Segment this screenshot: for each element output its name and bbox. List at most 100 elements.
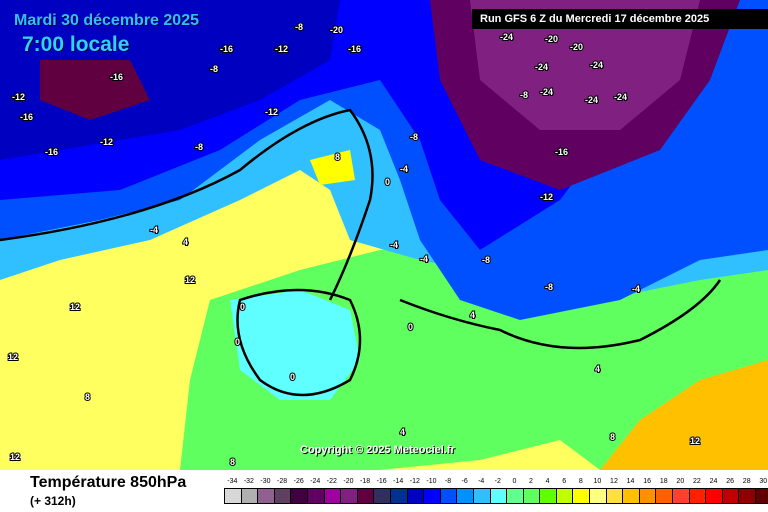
isotherm-label: 0 <box>290 372 295 382</box>
legend-label: 10 <box>593 478 602 485</box>
legend-swatch <box>356 488 374 504</box>
legend-swatch <box>224 488 241 504</box>
legend-entry: -16 <box>373 476 390 504</box>
legend-entry: -14 <box>389 476 407 504</box>
forecast-hour: (+ 312h) <box>30 494 76 508</box>
legend-label: 20 <box>676 478 685 485</box>
legend-label: -24 <box>310 478 321 485</box>
legend-label: -28 <box>277 478 288 485</box>
isotherm-label: -8 <box>545 282 553 292</box>
isotherm-label: 8 <box>610 432 615 442</box>
legend-swatch <box>688 488 706 504</box>
legend-entry: 20 <box>672 476 689 504</box>
isotherm-label: -24 <box>535 62 548 72</box>
isotherm-label: -24 <box>585 95 598 105</box>
legend-entry: 2 <box>522 476 540 504</box>
isotherm-label: -8 <box>482 255 490 265</box>
legend-label: -16 <box>376 478 387 485</box>
legend-swatch <box>439 488 457 504</box>
legend-label: 4 <box>545 478 550 485</box>
legend-entry: 26 <box>721 476 739 504</box>
isotherm-label: 12 <box>10 452 20 462</box>
legend-label: 22 <box>693 478 701 485</box>
isotherm-label: -16 <box>110 72 123 82</box>
legend-swatch <box>240 488 258 504</box>
legend-label: -12 <box>409 478 420 485</box>
isotherm-label: -8 <box>410 132 418 142</box>
legend-entry: 18 <box>655 476 673 504</box>
isotherm-label: -24 <box>590 60 603 70</box>
legend-entry: 0 <box>506 476 523 504</box>
isotherm-label: -8 <box>210 64 218 74</box>
legend-entry: 24 <box>705 476 722 504</box>
legend-entry: -4 <box>472 476 490 504</box>
legend-entry: -6 <box>456 476 473 504</box>
legend-label: 6 <box>562 478 567 485</box>
legend-swatch <box>306 488 324 504</box>
legend-swatch <box>589 488 606 504</box>
legend-entry: -20 <box>340 476 357 504</box>
legend-swatch <box>340 488 357 504</box>
temperature-map: -16-12-16-12-16-8-12-8-16-12-8 -20-24-8-2… <box>0 0 768 470</box>
legend-entry: -12 <box>406 476 424 504</box>
legend-swatch <box>655 488 673 504</box>
legend-entry: 4 <box>539 476 556 504</box>
isotherm-label: -12 <box>12 92 25 102</box>
isotherm-label: -4 <box>390 240 398 250</box>
isotherm-label: -4 <box>420 254 428 264</box>
legend-label: 2 <box>529 478 533 485</box>
legend-label: 12 <box>610 478 618 485</box>
legend-swatch <box>572 488 590 504</box>
isotherm-label: 4 <box>183 237 188 247</box>
legend-swatch <box>406 488 424 504</box>
legend-entry: 22 <box>688 476 706 504</box>
legend-label: -20 <box>343 478 354 485</box>
legend-entry: 16 <box>638 476 656 504</box>
isotherm-label: 4 <box>470 310 475 320</box>
legend-label: -6 <box>461 478 468 485</box>
copyright: Copyright © 2025 Meteociel.fr <box>300 444 455 456</box>
forecast-date: Mardi 30 décembre 2025 <box>14 12 199 29</box>
isotherm-label: -12 <box>275 44 288 54</box>
isotherm-label: -16 <box>45 147 58 157</box>
isotherm-label: 0 <box>235 337 240 347</box>
legend-entry: -2 <box>489 476 507 504</box>
legend-entry: -8 <box>439 476 457 504</box>
isotherm-label: 4 <box>400 427 405 437</box>
legend-swatch <box>323 488 341 504</box>
legend-entry: 12 <box>605 476 623 504</box>
legend-entry: 14 <box>622 476 639 504</box>
legend-swatch <box>638 488 656 504</box>
legend-entry: -22 <box>323 476 341 504</box>
legend-label: 18 <box>659 478 668 485</box>
legend-swatch <box>423 488 440 504</box>
legend-swatch <box>522 488 540 504</box>
isotherm-label: 8 <box>335 152 340 162</box>
legend-label: -10 <box>426 478 437 485</box>
legend-entry: -30 <box>257 476 274 504</box>
legend-swatch <box>738 488 755 504</box>
isotherm-label: -12 <box>540 192 553 202</box>
isotherm-label: 8 <box>85 392 90 402</box>
legend-label: -32 <box>243 478 254 485</box>
legend-entry: 10 <box>589 476 606 504</box>
legend-label: -14 <box>393 478 404 485</box>
isotherm-label: -24 <box>500 32 513 42</box>
legend-entry: 30 <box>755 476 768 504</box>
legend-label: -26 <box>293 478 304 485</box>
legend-entry: -34 <box>224 476 241 504</box>
legend-label: 8 <box>578 478 583 485</box>
legend-label: 16 <box>643 478 652 485</box>
isotherm-label: -8 <box>295 22 303 32</box>
legend-entry: -26 <box>290 476 307 504</box>
legend-entry: 6 <box>555 476 573 504</box>
legend-entry: -32 <box>240 476 258 504</box>
isotherm-label: 0 <box>385 177 390 187</box>
legend-swatch <box>555 488 573 504</box>
legend-entry: -18 <box>356 476 374 504</box>
isotherm-label: -20 <box>570 42 583 52</box>
isotherm-label: -20 <box>330 25 343 35</box>
legend-label: 26 <box>726 478 734 485</box>
legend-label: -2 <box>494 478 501 485</box>
legend-swatch <box>257 488 274 504</box>
